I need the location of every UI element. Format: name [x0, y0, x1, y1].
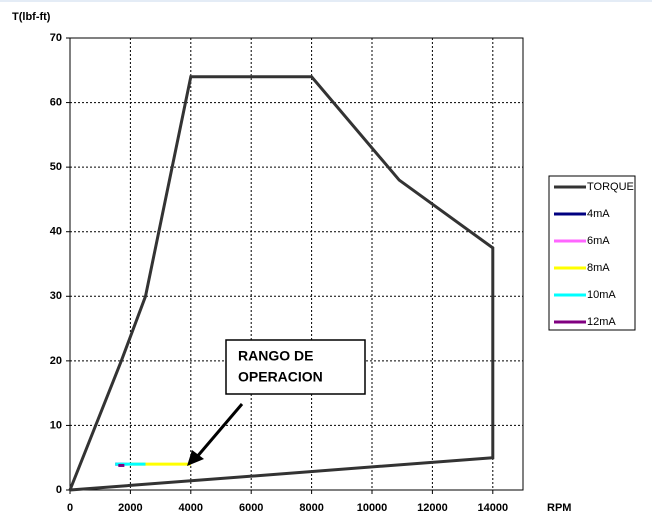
legend-label: 4mA — [587, 208, 610, 220]
plot-frame — [69, 37, 524, 491]
legend-box — [548, 175, 636, 331]
y-tick-label: 0 — [56, 484, 62, 496]
annotation-box — [225, 339, 366, 395]
x-tick-label: 4000 — [179, 502, 203, 514]
y-tick-label: 70 — [50, 32, 62, 44]
legend-label: 10mA — [587, 289, 616, 301]
y-tick-label: 10 — [50, 419, 62, 431]
y-tick-label: 50 — [50, 161, 62, 173]
annotation-arrowhead — [187, 450, 204, 466]
legend-label: TORQUE — [587, 181, 634, 193]
annotation-arrow — [194, 403, 244, 459]
x-tick-label: 8000 — [299, 502, 323, 514]
x-tick-label: 0 — [67, 502, 73, 514]
x-tick-label: 6000 — [239, 502, 263, 514]
legend-label: 12mA — [587, 316, 616, 328]
x-tick-label: 14000 — [478, 502, 509, 514]
annotation-text: OPERACION — [238, 369, 323, 385]
line-series — [68, 75, 495, 492]
x-axis-label: RPM — [547, 502, 571, 514]
y-tick-label: 30 — [50, 290, 62, 302]
y-tick-label: 20 — [50, 355, 62, 367]
legend-label: 8mA — [587, 262, 610, 274]
y-tick-label: 60 — [50, 96, 62, 108]
x-tick-label: 10000 — [357, 502, 388, 514]
legend: TORQUE 4mA 6mA 8mA 10mA 12mA — [548, 175, 636, 331]
legend-label: 6mA — [587, 235, 610, 247]
y-tick-label: 40 — [50, 226, 62, 238]
x-tick-label: 2000 — [118, 502, 142, 514]
y-axis-label: T(lbf-ft) — [12, 11, 51, 23]
x-tick-label: 12000 — [417, 502, 448, 514]
annotation-text: RANGO DE — [238, 348, 313, 364]
